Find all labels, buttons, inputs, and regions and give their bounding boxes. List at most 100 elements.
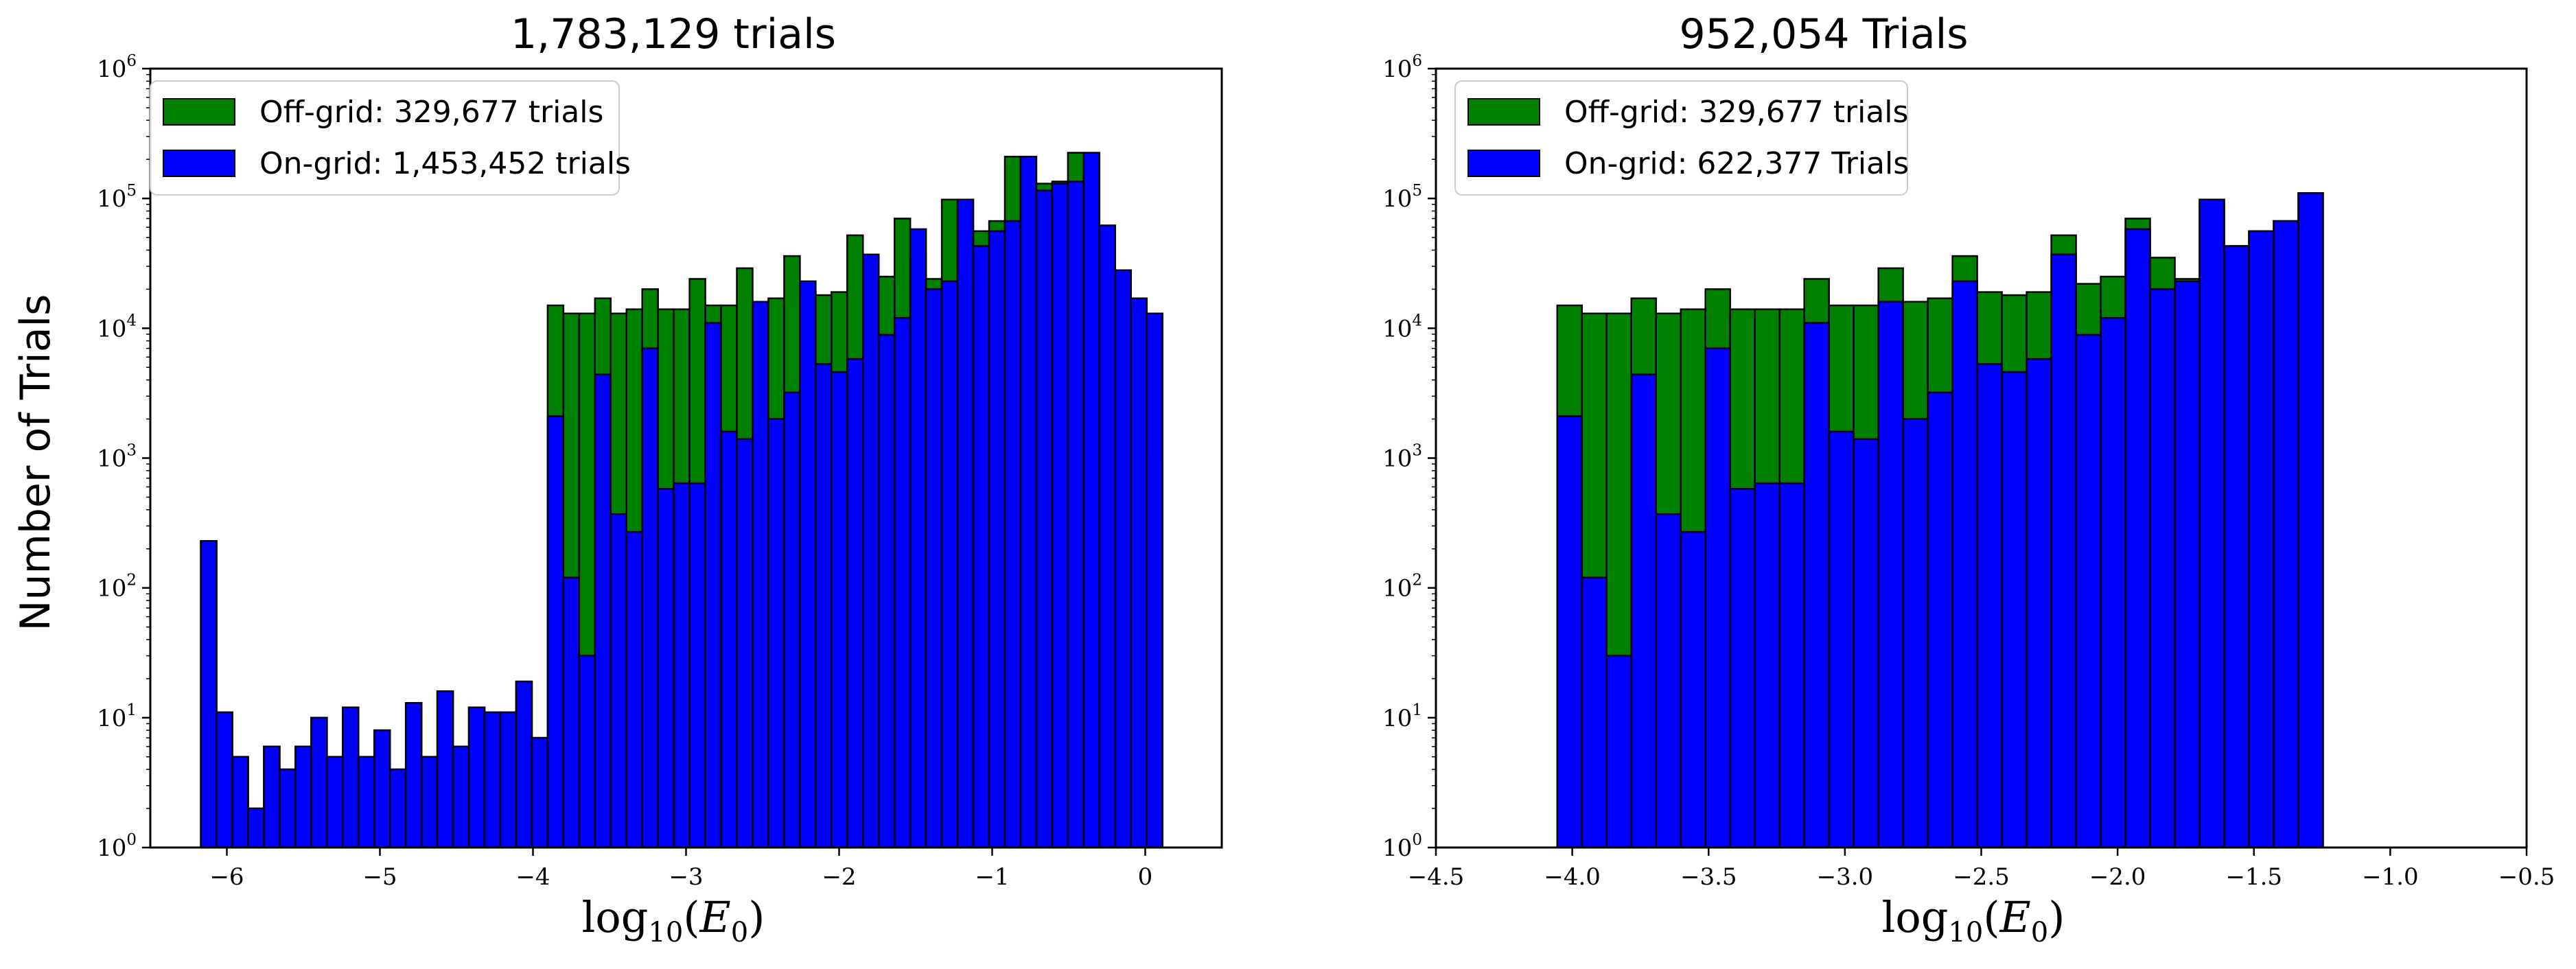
right-legend-swatch-off-grid — [1467, 98, 1540, 126]
left-x-tick-label: −1 — [975, 863, 1009, 891]
left-bar-on-grid — [200, 539, 218, 849]
left-x-tick-label: −5 — [362, 863, 397, 891]
right-bar-on-grid — [2297, 192, 2324, 849]
left-bar-on-grid — [326, 756, 344, 849]
right-bar-on-grid — [2124, 228, 2151, 849]
left-bar-on-grid — [1130, 297, 1148, 849]
y-axis-label: Number of Trials — [12, 294, 60, 631]
right-x-tick-label: −2.0 — [2089, 863, 2146, 891]
right-bar-on-grid — [2223, 245, 2250, 849]
left-bar-on-grid — [436, 690, 454, 849]
right-y-tick-label: 106 — [1382, 52, 1422, 83]
right-x-axis-label: log10(E0) — [1882, 892, 2065, 948]
left-bar-on-grid — [594, 373, 612, 849]
left-bar-on-grid — [657, 488, 675, 849]
left-bar-on-grid — [1003, 220, 1022, 849]
left-y-tick-label: 104 — [97, 312, 137, 342]
left-bar-on-grid — [1051, 183, 1069, 849]
left-bar-on-grid — [625, 530, 643, 849]
right-y-ticks: 100 101 102 103 104 105 106 — [1382, 52, 1436, 862]
right-x-tick-label: −4.5 — [1408, 863, 1465, 891]
left-legend: Off-grid: 329,677 trials On-grid: 1,453,… — [150, 80, 631, 196]
left-x-ticks: −6 −5 −4 −3 −2 −1 0 — [209, 848, 1152, 891]
left-bar-on-grid — [909, 228, 927, 849]
right-x-tick-label: −1.0 — [2362, 863, 2419, 891]
right-bar-on-grid — [1704, 347, 1731, 849]
left-bar-on-grid — [358, 756, 375, 849]
left-bar-on-grid — [452, 745, 470, 849]
left-legend-label-on-grid: On-grid: 1,453,452 trials — [259, 146, 631, 181]
left-bar-on-grid — [688, 482, 706, 849]
left-bar-on-grid — [1114, 269, 1133, 849]
right-y-tick-label: 105 — [1382, 182, 1422, 213]
left-legend-swatch-off-grid — [163, 98, 235, 126]
right-chart: 952,054 Trials 100 101 102 103 104 105 106 −4.… — [1382, 10, 2555, 948]
left-chart: 1,783,129 trials 100 101 102 103 104 105 106 −… — [97, 10, 1223, 948]
left-bars — [200, 152, 1163, 849]
right-y-tick-label: 102 — [1382, 572, 1422, 603]
left-bar-on-grid — [279, 768, 297, 849]
left-legend-box — [150, 80, 620, 196]
right-bar-on-grid — [1754, 482, 1780, 849]
left-x-tick-label: 0 — [1138, 863, 1153, 891]
right-x-tick-label: −3.0 — [1817, 863, 1874, 891]
left-y-ticks: 100 101 102 103 104 105 106 — [97, 52, 150, 862]
left-bar-on-grid — [704, 322, 722, 849]
right-x-ticks: −4.5 −4.0 −3.5 −3.0 −2.5 −2.0 −1.5 −1.0 −0.5 — [1408, 848, 2555, 891]
left-bar-on-grid — [956, 198, 975, 849]
left-bar-on-grid — [988, 230, 1006, 849]
left-bar-on-grid — [231, 756, 249, 849]
left-bar-on-grid — [831, 371, 848, 849]
left-bar-on-grid — [925, 288, 943, 849]
left-bar-on-grid — [1019, 155, 1038, 849]
right-bar-on-grid — [2026, 358, 2052, 849]
right-x-tick-label: −2.5 — [1953, 863, 2010, 891]
left-bar-on-grid — [641, 347, 659, 849]
right-bar-on-grid — [1630, 373, 1657, 849]
right-x-tick-label: −3.5 — [1680, 863, 1737, 891]
left-bar-on-grid — [420, 756, 439, 849]
right-bar-on-grid — [1605, 655, 1632, 849]
right-bar-on-grid — [1877, 301, 1904, 849]
left-bar-on-grid — [783, 391, 801, 849]
right-bar-on-grid — [1556, 415, 1583, 849]
left-bar-on-grid — [294, 745, 312, 849]
right-x-tick-label: −0.5 — [2498, 863, 2555, 891]
left-y-tick-label: 101 — [97, 701, 137, 732]
left-bar-on-grid — [373, 729, 391, 849]
right-bar-on-grid — [2198, 198, 2225, 849]
right-y-tick-label: 100 — [1382, 831, 1422, 862]
left-bar-on-grid — [893, 317, 912, 849]
left-chart-title: 1,783,129 trials — [511, 10, 836, 58]
right-bar-on-grid — [1581, 576, 1608, 849]
left-bar-on-grid — [342, 706, 360, 849]
left-bar-on-grid — [878, 334, 896, 849]
left-y-tick-label: 102 — [97, 572, 137, 603]
left-bar-on-grid — [767, 418, 785, 849]
left-x-tick-label: −4 — [515, 863, 550, 891]
left-bar-on-grid — [404, 702, 423, 849]
left-bar-on-grid — [972, 245, 990, 849]
right-legend-box — [1454, 80, 1908, 196]
left-bar-on-grid — [815, 363, 833, 849]
right-bar-on-grid — [2001, 371, 2028, 849]
left-bar-on-grid — [562, 576, 581, 849]
right-bar-on-grid — [2075, 334, 2102, 849]
right-chart-title: 952,054 Trials — [1679, 10, 1968, 58]
left-bar-on-grid — [1098, 224, 1117, 849]
right-x-tick-label: −4.0 — [1544, 863, 1601, 891]
right-bar-on-grid — [1803, 322, 1830, 849]
right-bar-on-grid — [2174, 280, 2201, 849]
right-x-tick-label: −1.5 — [2225, 863, 2282, 891]
left-x-axis-label: log10(E0) — [582, 892, 765, 948]
left-bar-on-grid — [940, 280, 959, 849]
right-bar-on-grid — [2149, 288, 2176, 849]
left-bar-on-grid — [1067, 180, 1085, 849]
right-bar-on-grid — [1778, 482, 1805, 849]
right-y-tick-label: 104 — [1382, 312, 1422, 342]
left-x-tick-label: −6 — [209, 863, 244, 891]
right-bar-on-grid — [1902, 418, 1929, 849]
right-bar-on-grid — [1927, 391, 1953, 849]
left-y-tick-label: 105 — [97, 182, 137, 213]
